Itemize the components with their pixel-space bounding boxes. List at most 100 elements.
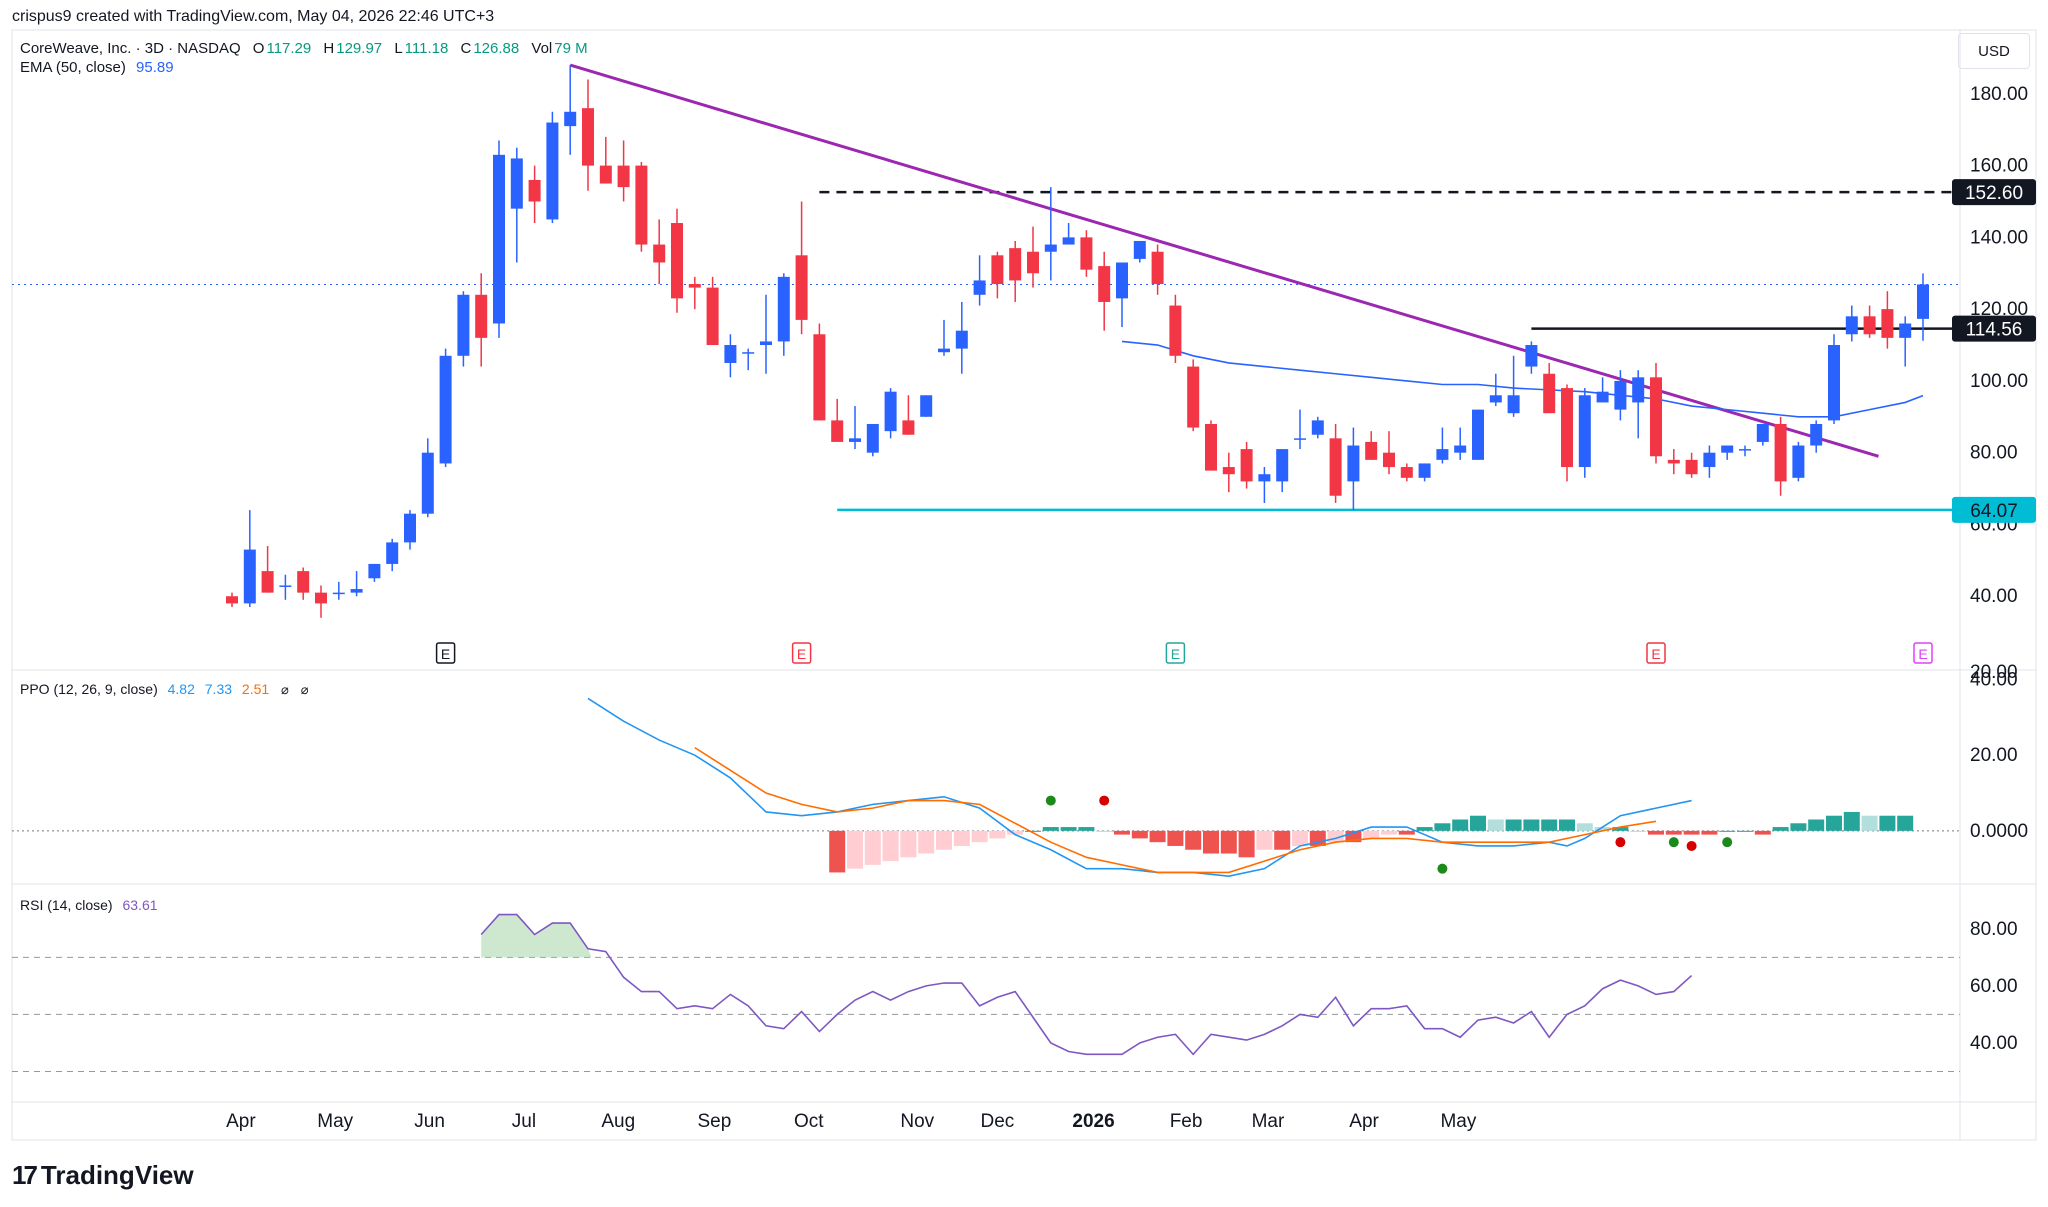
ema-legend[interactable]: EMA (50, close) 95.89: [20, 59, 174, 76]
ppo-cross-dot: [1615, 837, 1626, 848]
candle-body: [1187, 366, 1200, 428]
ppo-histogram-bar: [1772, 827, 1789, 831]
ppo-histogram-bar: [1131, 830, 1148, 839]
ppo-histogram-bar: [1576, 823, 1593, 831]
earnings-marker[interactable]: [1646, 642, 1666, 664]
price-tick-label: 180.00: [1970, 84, 2028, 105]
candle-body: [1169, 305, 1182, 356]
ppo-cross-dot: [1045, 795, 1056, 806]
candle-body: [1418, 463, 1431, 478]
candle-body: [1062, 237, 1075, 245]
ppo-cross-dot: [1686, 840, 1697, 851]
time-tick-label: Jun: [414, 1111, 445, 1132]
ppo-histogram-bar: [900, 830, 917, 858]
low-label: L: [394, 40, 403, 57]
trendline[interactable]: [569, 63, 1879, 458]
candle-body: [493, 154, 505, 324]
ppo-histogram-bar: [1719, 830, 1736, 832]
time-tick-label: 2026: [1072, 1111, 1114, 1132]
candle-body: [1863, 316, 1876, 335]
ppo-histogram-bar: [1220, 830, 1237, 854]
ppo-signal-line: [694, 746, 1657, 874]
tradingview-logo[interactable]: 17 TradingView: [12, 1160, 194, 1191]
hidden-eye-icon[interactable]: ⌀: [281, 682, 289, 697]
ppo-legend[interactable]: PPO (12, 26, 9, close) 4.82 7.33 2.51 ⌀ …: [20, 681, 309, 698]
candle-body: [350, 589, 363, 593]
candle-body: [831, 420, 844, 442]
volume-label: Vol: [531, 40, 553, 57]
candle-body: [1596, 391, 1609, 403]
time-tick-label: Apr: [226, 1111, 256, 1132]
ppo-histogram-bar: [1683, 830, 1700, 835]
candle-body: [1899, 323, 1912, 338]
ppo-histogram-bar: [1487, 819, 1504, 831]
ppo-histogram-bar: [1861, 815, 1878, 831]
hidden-eye-icon[interactable]: ⌀: [300, 682, 309, 697]
ppo-histogram-bar: [1897, 815, 1914, 831]
rsi-legend[interactable]: RSI (14, close) 63.61: [20, 897, 158, 913]
candle-body: [1454, 445, 1467, 453]
earnings-marker[interactable]: [435, 642, 456, 664]
ppo-histogram-bar: [1185, 830, 1202, 850]
candle-body: [1614, 380, 1627, 410]
ppo-hist-value: 2.51: [241, 681, 270, 697]
candle-body: [688, 284, 701, 288]
earnings-marker-label: E: [441, 646, 450, 662]
candle-body: [1258, 474, 1271, 482]
candle-body: [1828, 345, 1840, 421]
candle-body: [760, 341, 772, 346]
candle-body: [582, 108, 594, 166]
ppo-cross-dot: [1668, 837, 1679, 848]
candle-body: [795, 255, 808, 320]
candle-body: [226, 596, 238, 604]
ppo-histogram-bar: [882, 830, 899, 862]
ppo-histogram-bar: [864, 830, 881, 865]
ppo-histogram-bar: [1274, 830, 1291, 850]
ppo-histogram-bar: [1309, 830, 1326, 846]
earnings-marker[interactable]: [791, 642, 812, 664]
candle-body: [546, 122, 559, 220]
open-label: O: [252, 40, 265, 57]
candle-body: [386, 542, 399, 564]
ppo-histogram-bar: [1238, 830, 1255, 858]
candle-body: [1116, 262, 1128, 299]
candle-body: [1311, 420, 1324, 435]
currency-button[interactable]: USD: [1958, 33, 2030, 69]
price-tick-label: 20.00: [1970, 662, 2018, 683]
price-level-label: 114.56: [1966, 320, 2023, 341]
time-tick-label: Nov: [900, 1111, 934, 1132]
ppo-histogram-bar: [1078, 827, 1095, 831]
candle-body: [671, 223, 683, 299]
time-tick-label: Oct: [794, 1111, 824, 1132]
ppo-histogram-bar: [1416, 827, 1433, 831]
high-label: H: [323, 40, 335, 57]
rsi-tick-label: 40.00: [1970, 1033, 2018, 1054]
rsi-value: 63.61: [122, 897, 158, 913]
time-tick-label: Aug: [601, 1111, 635, 1132]
earnings-marker[interactable]: [1165, 642, 1186, 664]
candle-body: [297, 571, 310, 593]
ppo-histogram-bar: [1007, 830, 1024, 835]
open-value: 117.29: [266, 40, 312, 57]
candle-body: [1383, 452, 1395, 468]
candle-body: [724, 345, 737, 363]
earnings-marker-label: E: [1651, 646, 1660, 662]
ppo-histogram-bar: [1398, 830, 1415, 835]
time-tick-label: Sep: [697, 1111, 731, 1132]
candle-body: [902, 420, 915, 435]
time-tick-label: Mar: [1252, 1111, 1285, 1132]
ema-label: EMA (50, close): [20, 59, 126, 76]
earnings-marker[interactable]: [1913, 642, 1933, 664]
time-tick-label: Apr: [1349, 1111, 1379, 1132]
time-tick-label: Jul: [512, 1111, 536, 1132]
candle-body: [1774, 423, 1787, 482]
ppo-histogram-bar: [1452, 819, 1469, 831]
chart-credit: crispus9 created with TradingView.com, M…: [12, 8, 495, 25]
ppo-histogram-bar: [1363, 830, 1380, 839]
symbol-title[interactable]: CoreWeave, Inc. · 3D · NASDAQ: [20, 40, 241, 57]
candle-body: [1133, 240, 1146, 259]
candle-body: [973, 280, 986, 295]
candle-body: [884, 391, 897, 432]
candle-body: [1685, 459, 1698, 475]
